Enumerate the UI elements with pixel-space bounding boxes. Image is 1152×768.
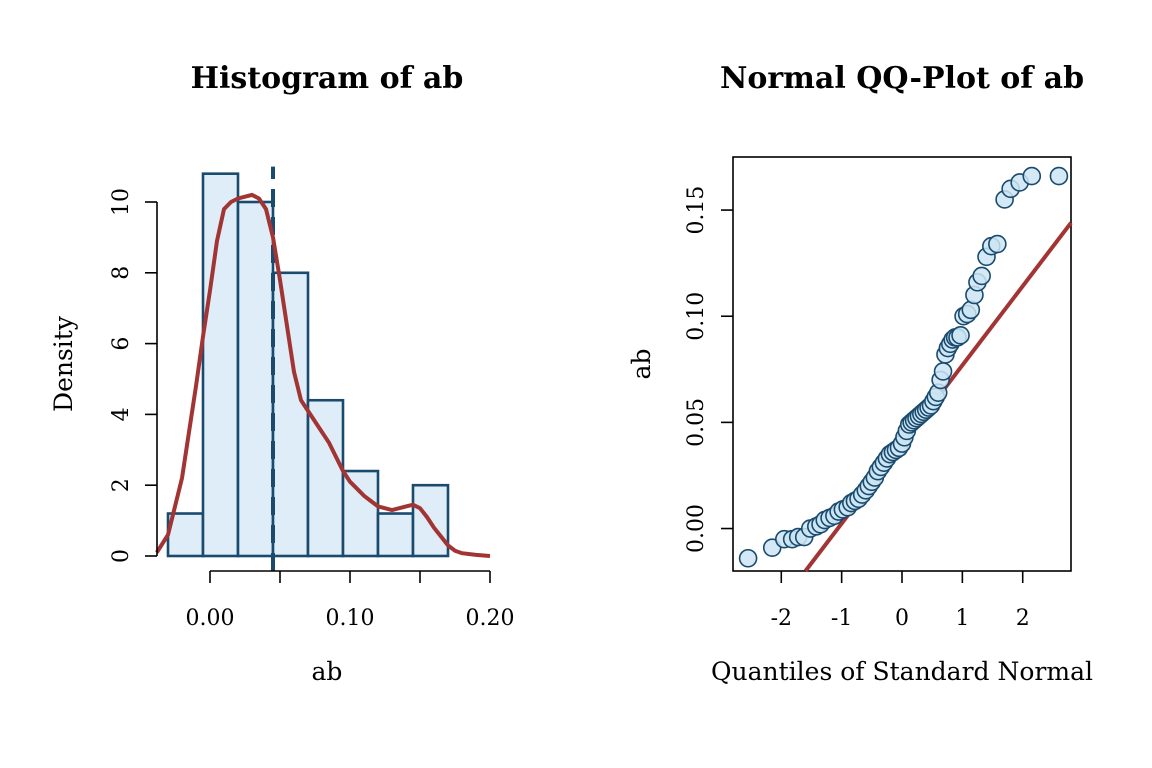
qq-x-tick-label: -1 [831,606,852,631]
qq-x-tick-label: 0 [895,606,909,631]
qq-plot-frame [732,156,1072,572]
qq-points [738,166,1069,568]
histogram-y-tick-label: 4 [109,407,134,421]
qq-y-tick-label: 0.15 [684,186,709,235]
qq-x-label: Quantiles of Standard Normal [711,657,1093,686]
histogram-x-tick-label: 0.00 [186,606,235,631]
histogram-bar [306,398,345,558]
qq-point [933,362,953,381]
histogram-x-tick-label: 0.10 [326,606,375,631]
histogram-y-axis: 0 2 4 6 8 10 [109,188,158,563]
histogram-x-tick-label: 0.20 [466,606,515,631]
histogram-x-axis: 0.00 0.10 0.20 [186,570,515,631]
qq-y-tick-label: 0.05 [684,398,709,447]
histogram-y-tick-label: 10 [109,188,134,216]
qq-y-tick-label: 0.10 [684,292,709,341]
qq-y-axis: 0.00 0.05 0.10 0.15 [684,186,733,553]
qq-x-tick-label: -2 [771,606,792,631]
histogram-y-tick-label: 2 [109,478,134,492]
qq-x-tick-label: 1 [955,606,969,631]
qq-plot-panel: Normal QQ-Plot of ab -2 -1 0 1 2 0.00 0.05 0.1… [627,61,1093,686]
qq-plot-title: Normal QQ-Plot of ab [720,61,1084,96]
qq-point [1022,166,1042,186]
qq-point [951,326,970,345]
histogram-y-tick-label: 0 [109,549,134,563]
qq-point [972,266,991,286]
qq-point [988,234,1007,254]
histogram-bars [166,172,450,558]
histogram-x-label: ab [312,657,343,686]
histogram-y-tick-label: 6 [109,337,134,351]
qq-point [1049,166,1069,186]
histogram-y-label: Density [49,315,78,412]
histogram-title: Histogram of ab [191,61,464,96]
histogram-bar [271,271,310,558]
qq-y-tick-label: 0.00 [684,504,709,553]
histogram-y-tick-label: 8 [109,266,134,280]
histogram-bar [201,172,240,558]
histogram-density-curve [155,192,491,558]
qq-y-label: ab [627,349,656,380]
histogram-bar [376,512,415,558]
qq-x-axis: -2 -1 0 1 2 [771,571,1030,631]
qq-point [738,548,758,568]
histogram-bar [236,200,275,558]
histogram-bar [341,469,380,558]
qq-x-tick-label: 2 [1016,606,1030,631]
